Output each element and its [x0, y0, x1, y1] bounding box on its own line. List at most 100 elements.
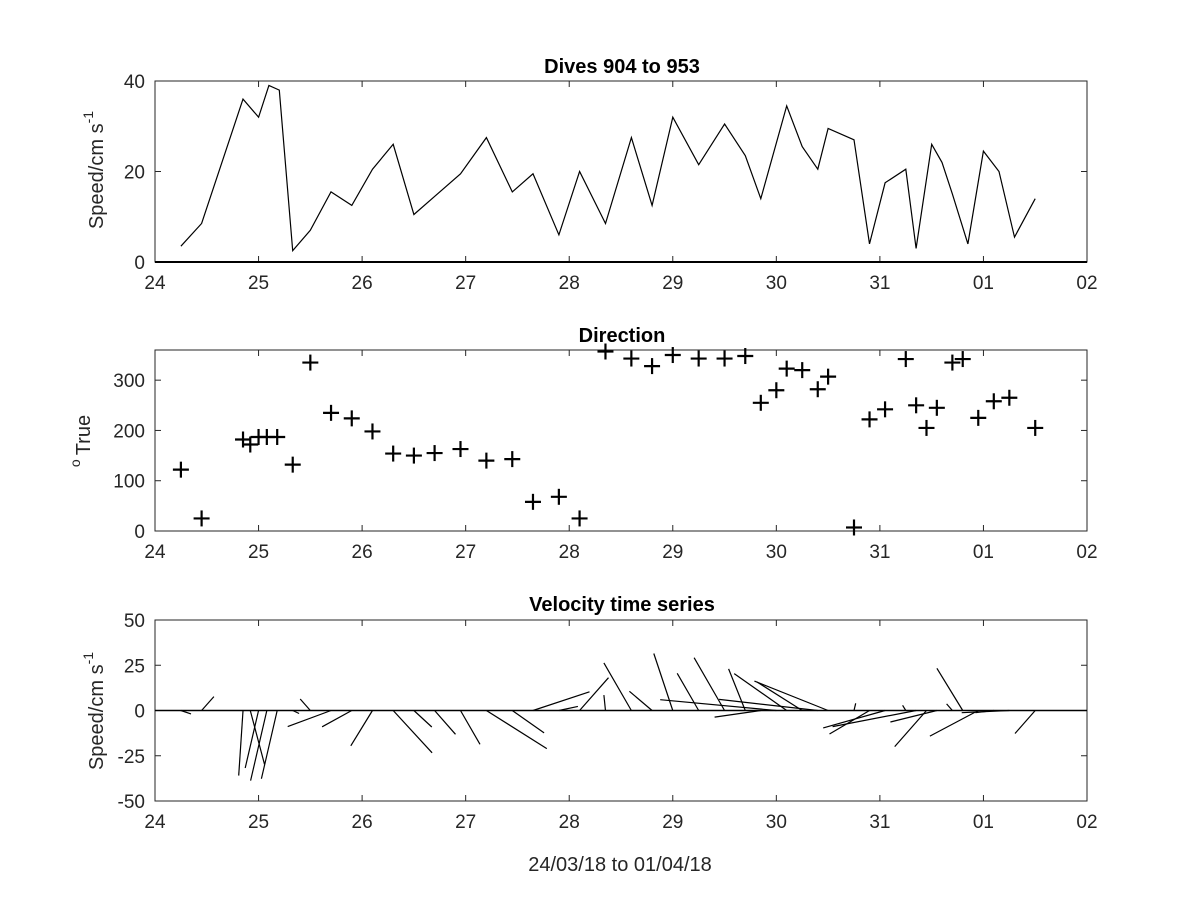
direction-ytick-label: 300	[113, 371, 145, 392]
direction-xtick-label: 25	[248, 542, 269, 563]
velocity-stick	[1014, 710, 1036, 734]
direction-point	[985, 393, 1002, 410]
velocity-panel: Velocity time series Speed/cm s-1 24/03/…	[80, 594, 1098, 876]
speed-xtick-label: 29	[662, 273, 683, 294]
speed-panel-ylabel: Speed/cm s-1	[80, 111, 108, 229]
velocity-panel-ylabel: Speed/cm s-1	[80, 652, 108, 770]
speed-xtick-label: 26	[352, 273, 373, 294]
speed-xtick-label: 25	[248, 273, 269, 294]
direction-point	[302, 354, 319, 371]
velocity-stick	[350, 710, 373, 747]
velocity-xtick-label: 01	[973, 812, 994, 833]
velocity-xtick-label: 24	[144, 812, 166, 833]
direction-point	[846, 519, 862, 536]
velocity-stick	[853, 703, 857, 711]
velocity-stick	[714, 709, 761, 718]
direction-point	[768, 382, 785, 399]
direction-panel: Direction oTrue 24 25 26 27 28 29 30 31 01 02 0 100…	[67, 325, 1098, 563]
velocity-stick	[287, 709, 332, 728]
direction-point	[752, 394, 769, 411]
direction-point	[928, 399, 945, 416]
speed-xtick-label: 31	[869, 273, 890, 294]
direction-point	[426, 445, 443, 462]
direction-point	[172, 461, 189, 478]
direction-point	[524, 493, 541, 510]
velocity-stick	[756, 681, 803, 712]
velocity-stick	[603, 662, 632, 711]
direction-point	[623, 350, 640, 367]
velocity-stick	[902, 704, 907, 711]
direction-point	[1027, 419, 1044, 436]
velocity-xtick-label: 26	[352, 812, 373, 833]
velocity-stick	[946, 703, 953, 711]
velocity-stick	[823, 709, 886, 729]
velocity-stick	[603, 695, 607, 711]
speed-xtick-label: 24	[144, 273, 166, 294]
direction-point	[970, 409, 987, 426]
velocity-stick	[719, 698, 818, 712]
velocity-stick	[829, 709, 870, 735]
speed-series-line	[180, 84, 1036, 253]
velocity-stick	[579, 677, 609, 711]
velocity-stick	[558, 705, 579, 712]
velocity-panel-xlabel: 24/03/18 to 01/04/18	[528, 854, 712, 876]
velocity-stick	[676, 673, 700, 711]
velocity-ytick-label: -25	[118, 747, 145, 768]
direction-ytick-label: 200	[113, 421, 145, 442]
velocity-stick	[890, 709, 937, 723]
velocity-stick	[434, 710, 456, 735]
direction-xtick-label: 26	[352, 542, 373, 563]
velocity-stick	[486, 709, 548, 750]
velocity-stick	[201, 696, 215, 711]
velocity-panel-title: Velocity time series	[529, 594, 715, 616]
velocity-stick	[249, 710, 266, 765]
speed-xtick-label: 27	[455, 273, 476, 294]
direction-point	[1001, 389, 1018, 406]
direction-point	[193, 510, 210, 527]
velocity-xtick-label: 27	[455, 812, 476, 833]
velocity-ytick-label: 25	[124, 656, 145, 677]
direction-xtick-label: 31	[869, 542, 890, 563]
velocity-stick	[728, 668, 746, 711]
direction-point	[343, 410, 360, 427]
direction-ytick-label: 0	[134, 522, 145, 543]
speed-panel-title: Dives 904 to 953	[544, 56, 700, 78]
velocity-stick	[733, 673, 788, 711]
velocity-ytick-label: 0	[134, 702, 145, 723]
velocity-ytick-label: -50	[118, 792, 145, 813]
velocity-stick	[260, 710, 278, 779]
direction-point	[550, 488, 567, 505]
velocity-xtick-label: 28	[559, 812, 580, 833]
velocity-stick	[961, 709, 1010, 714]
direction-point	[504, 451, 521, 468]
direction-xtick-label: 01	[973, 542, 994, 563]
velocity-xtick-label: 29	[662, 812, 683, 833]
velocity-stick	[238, 710, 244, 776]
direction-point	[323, 404, 340, 421]
direction-point	[794, 362, 811, 379]
velocity-stick	[292, 709, 300, 715]
direction-panel-title: Direction	[579, 325, 666, 347]
direction-point	[364, 423, 381, 440]
velocity-xtick-label: 31	[869, 812, 890, 833]
velocity-stick	[250, 710, 268, 781]
velocity-stick	[180, 709, 192, 715]
velocity-stick	[660, 699, 777, 712]
velocity-stick	[321, 709, 353, 728]
velocity-stick	[929, 709, 979, 737]
direction-point	[897, 351, 914, 368]
direction-point	[861, 411, 878, 428]
speed-ytick-label: 40	[124, 72, 145, 93]
velocity-stick	[532, 691, 590, 712]
direction-point	[478, 452, 495, 469]
direction-point	[452, 441, 469, 458]
velocity-stick	[459, 710, 481, 745]
direction-point	[954, 351, 971, 368]
direction-point	[908, 397, 925, 414]
velocity-xtick-label: 25	[248, 812, 269, 833]
direction-xtick-label: 02	[1076, 542, 1097, 563]
direction-point	[820, 368, 837, 385]
direction-xtick-label: 28	[559, 542, 580, 563]
direction-point	[597, 343, 614, 360]
